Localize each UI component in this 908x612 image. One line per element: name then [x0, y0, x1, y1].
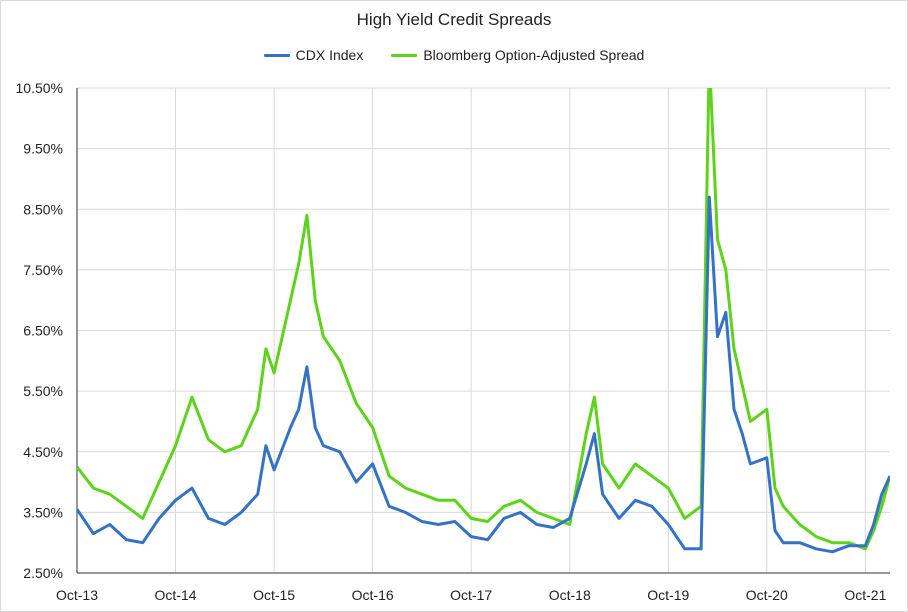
x-tick-label: Oct-18 — [549, 587, 591, 603]
y-tick-label: 8.50% — [23, 201, 63, 217]
legend-item-bloomberg: Bloomberg Option-Adjusted Spread — [391, 47, 644, 63]
y-tick-label: 10.50% — [16, 80, 63, 96]
legend-label-cdx: CDX Index — [295, 47, 364, 63]
x-tick-label: Oct-21 — [844, 587, 886, 603]
y-tick-label: 5.50% — [23, 383, 63, 399]
y-tick-label: 4.50% — [23, 444, 63, 460]
y-tick-label: 7.50% — [23, 262, 63, 278]
chart-title: High Yield Credit Spreads — [356, 10, 552, 29]
x-tick-label: Oct-17 — [450, 587, 492, 603]
x-tick-label: Oct-13 — [56, 587, 98, 603]
y-tick-label: 2.50% — [23, 565, 63, 581]
series-line-bloomberg — [77, 88, 890, 551]
legend-label-bloomberg: Bloomberg Option-Adjusted Spread — [423, 47, 645, 63]
legend-item-cdx: CDX Index — [263, 47, 364, 63]
tick-labels: 2.50% 3.50% 4.50% 5.50% 6.50% 7.50% 8.50% 9.50%… — [16, 80, 887, 603]
x-tick-label: Oct-16 — [352, 587, 394, 603]
series-line-cdx — [77, 195, 890, 554]
x-tick-label: Oct-15 — [253, 587, 295, 603]
y-tick-label: 3.50% — [23, 504, 63, 520]
series-lines — [77, 88, 890, 554]
x-tick-label: Oct-19 — [647, 587, 689, 603]
x-tick-label: Oct-14 — [155, 587, 197, 603]
legend: CDX Index Bloomberg Option-Adjusted Spre… — [0, 47, 908, 63]
legend-swatch-cdx — [263, 53, 290, 57]
x-tick-label: Oct-20 — [746, 587, 788, 603]
axes — [76, 88, 890, 574]
y-tick-label: 6.50% — [23, 323, 63, 339]
y-tick-label: 9.50% — [23, 141, 63, 157]
legend-swatch-bloomberg — [391, 53, 418, 57]
gridlines — [77, 87, 890, 573]
